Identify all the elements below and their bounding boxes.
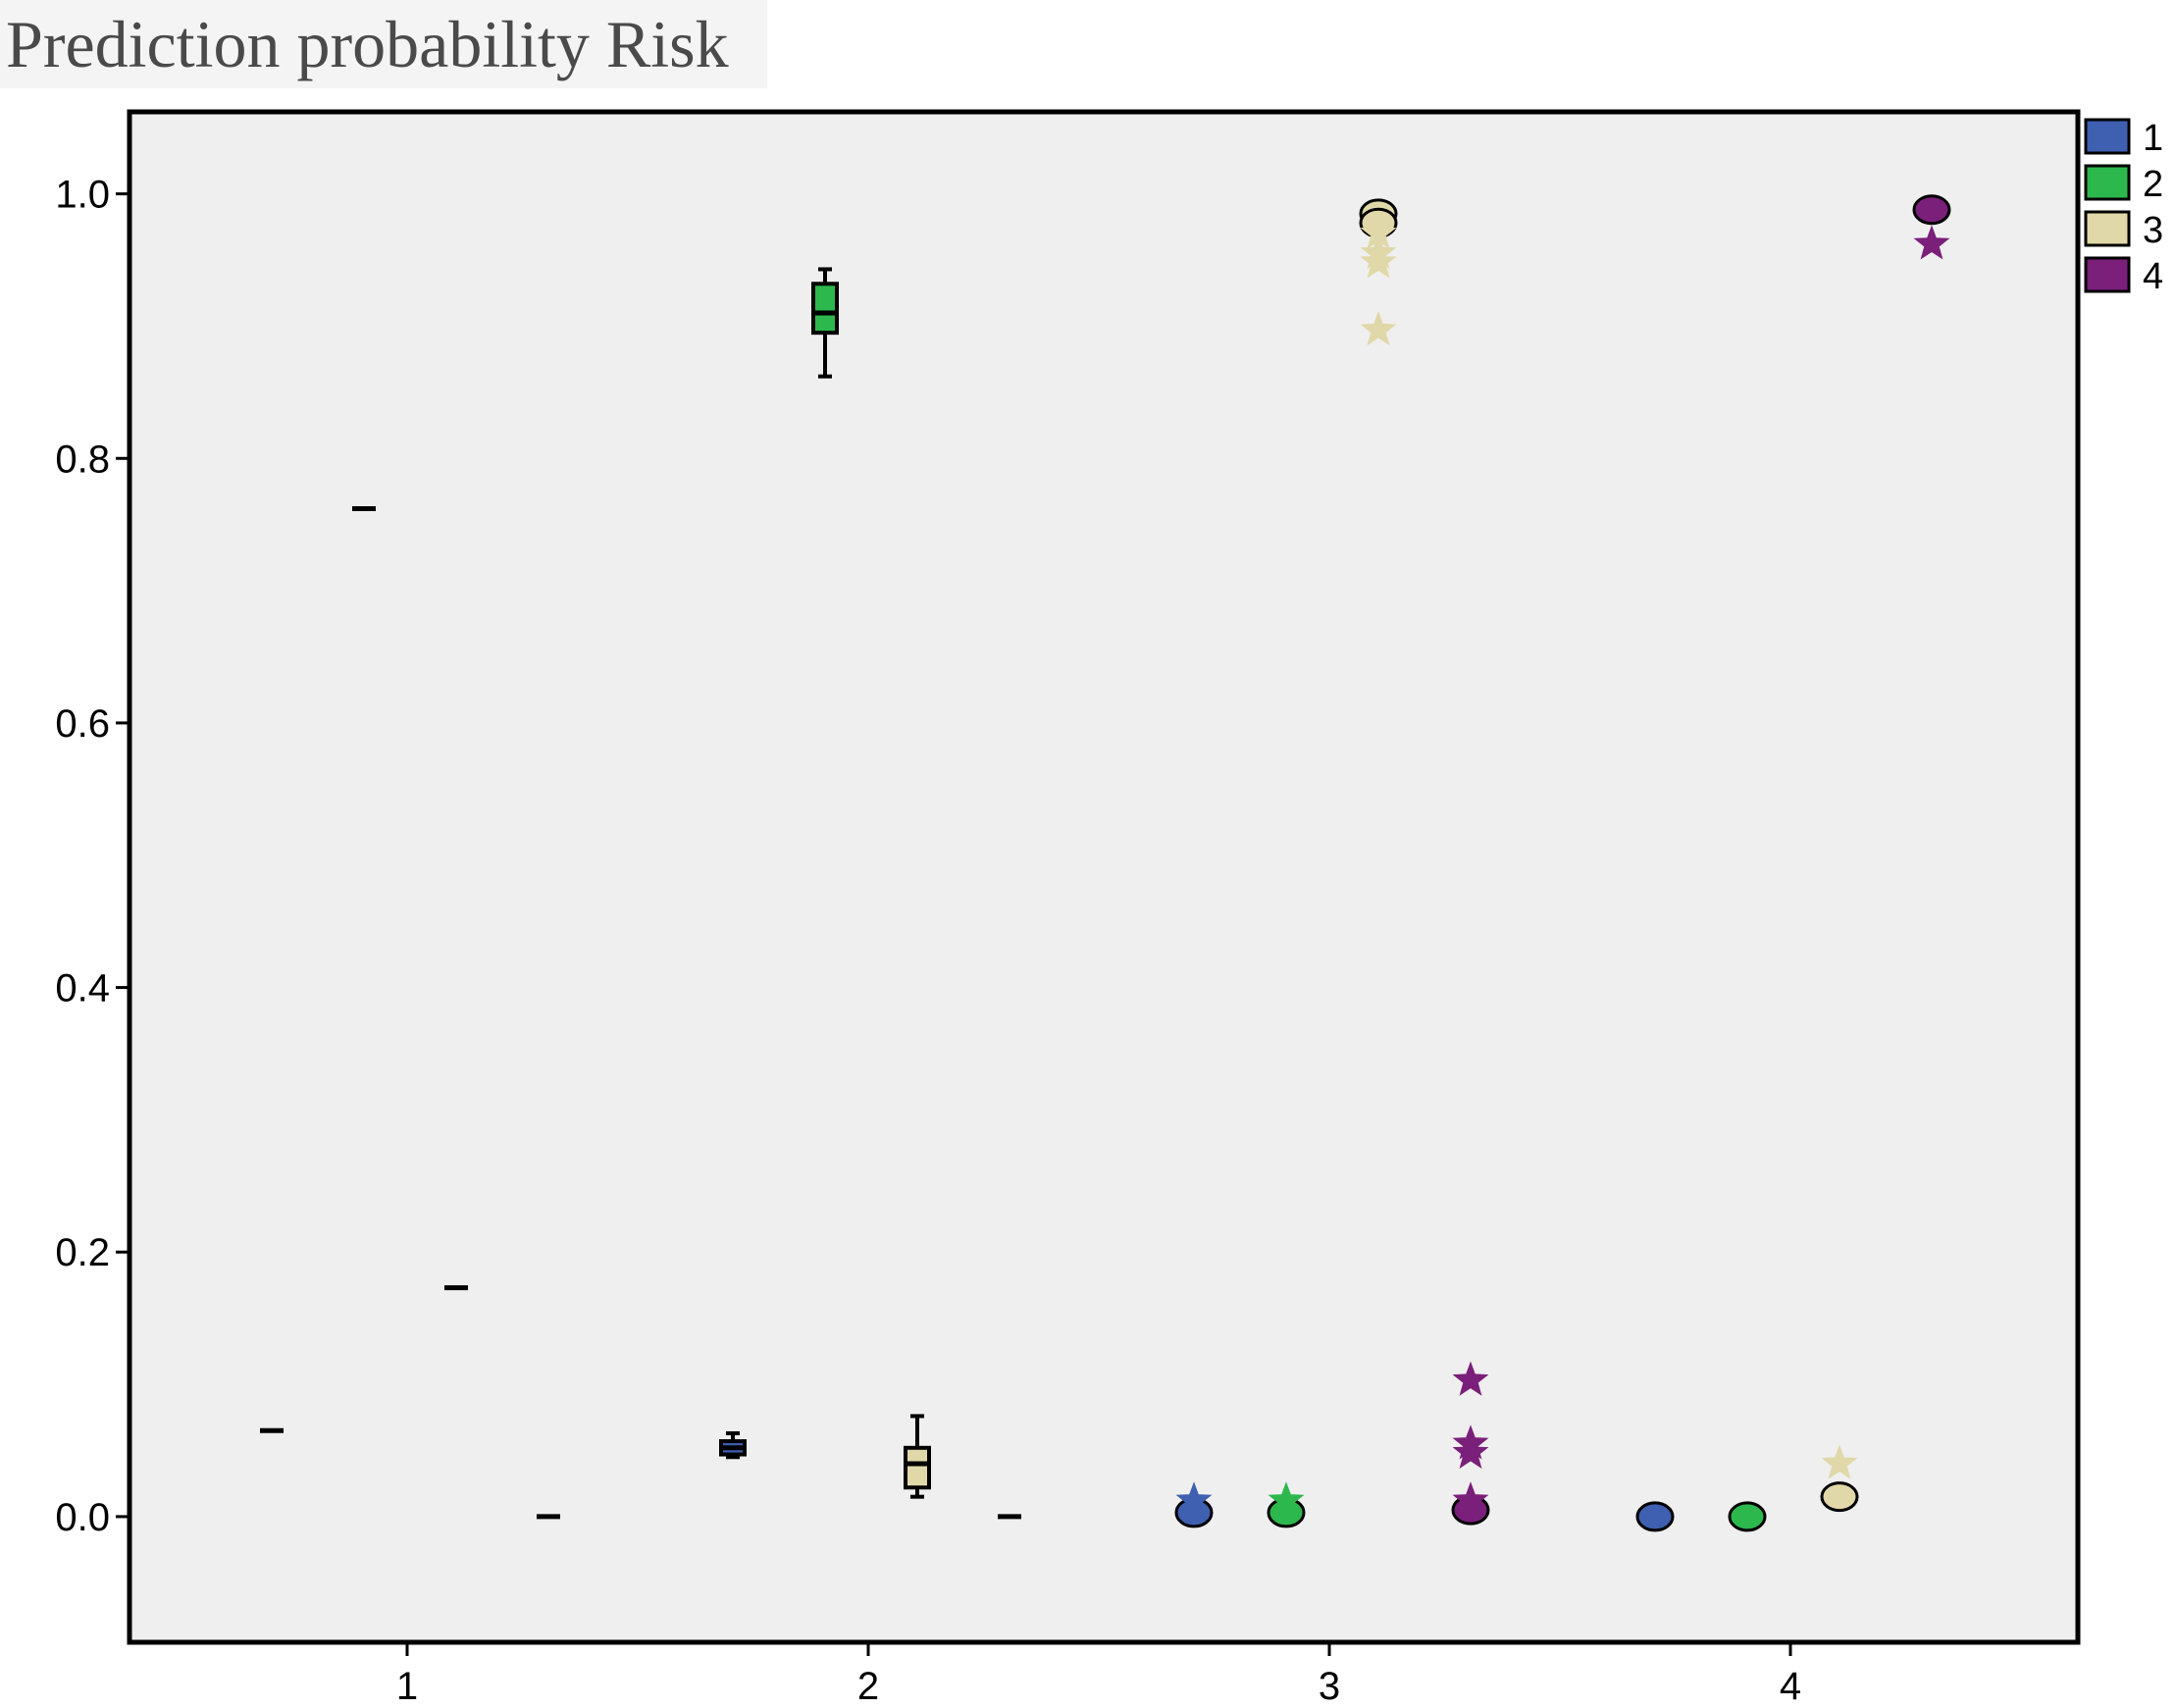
box-2-3 [904, 1414, 931, 1499]
y-tick-label: 0.6 [55, 702, 110, 746]
outlier-star-4-4 [1913, 225, 1950, 260]
outlier-star-3-3 [1360, 243, 1397, 279]
chart-title: Prediction probability Risk [6, 6, 729, 81]
legend-swatch-2 [2084, 164, 2131, 201]
x-tick-label: 4 [1780, 1665, 1801, 1708]
outlier-star-3-1 [1175, 1481, 1213, 1517]
outlier-circle-4-2 [1728, 1501, 1767, 1532]
legend-label-3: 3 [2143, 210, 2163, 251]
outlier-star-4-3 [1821, 1444, 1858, 1479]
outlier-star-3-4 [1452, 1481, 1489, 1517]
x-tick-label: 2 [857, 1665, 879, 1708]
outlier-star-3-4 [1452, 1361, 1489, 1396]
legend-swatch-4 [2084, 256, 2131, 293]
outlier-circle-4-1 [1635, 1501, 1675, 1532]
outlier-star-3-2 [1268, 1481, 1305, 1517]
title-box: Prediction probability Risk [0, 0, 767, 88]
y-tick-label: 1.0 [55, 174, 110, 217]
outlier-circle-4-4 [1912, 194, 1951, 226]
legend-swatch-3 [2084, 210, 2131, 247]
x-axis: 1 2 3 4 [396, 1642, 1801, 1708]
y-axis: 0.0 0.2 0.4 0.6 0.8 1.0 [55, 174, 129, 1539]
legend-label-1: 1 [2143, 118, 2163, 159]
y-tick-label: 0.8 [55, 438, 110, 481]
box-2-2 [811, 267, 839, 379]
outlier-circle-4-3 [1820, 1481, 1859, 1513]
plot-area [127, 109, 2081, 1645]
box-body [904, 1445, 931, 1490]
y-tick-label: 0.0 [55, 1496, 110, 1539]
box-2-1 [719, 1430, 747, 1460]
legend: 1 2 3 4 [2084, 118, 2163, 297]
x-tick-label: 1 [396, 1665, 418, 1708]
chart-marks [260, 194, 1951, 1532]
legend-swatch-1 [2084, 118, 2131, 155]
legend-label-4: 4 [2143, 256, 2163, 297]
y-tick-label: 0.4 [55, 967, 110, 1010]
outlier-star-3-4 [1452, 1433, 1489, 1469]
legend-label-2: 2 [2143, 164, 2163, 205]
x-tick-label: 3 [1319, 1665, 1340, 1708]
box-body [811, 282, 839, 336]
outlier-star-3-3 [1360, 311, 1397, 346]
y-tick-label: 0.2 [55, 1231, 110, 1274]
